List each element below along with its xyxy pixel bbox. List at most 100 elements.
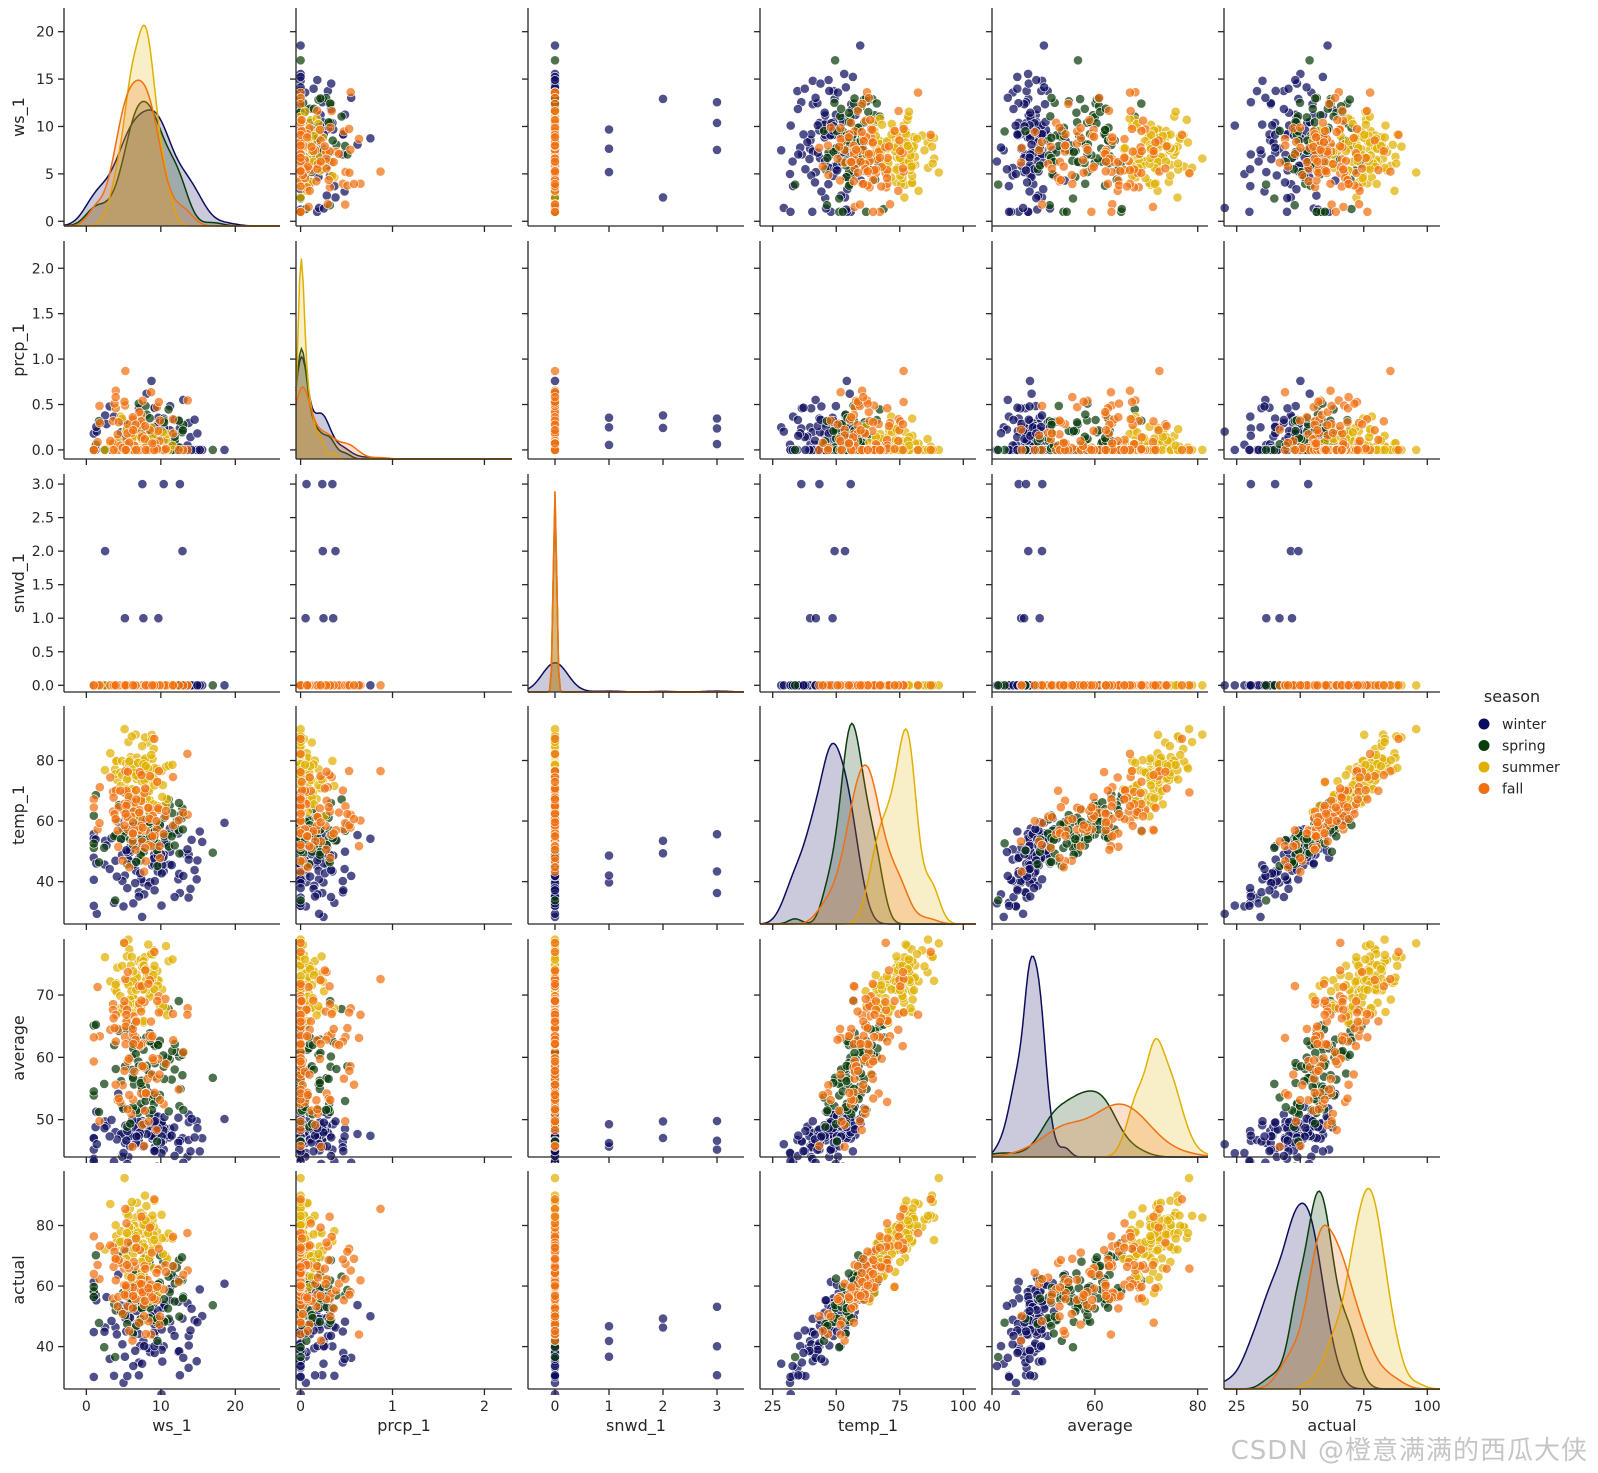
point-spring — [1261, 444, 1271, 455]
point-winter — [1295, 375, 1306, 386]
point-fall — [1107, 438, 1118, 449]
point-winter — [992, 156, 1002, 167]
point-fall — [1067, 392, 1078, 402]
point-fall — [825, 122, 836, 133]
point-fall — [1107, 132, 1118, 143]
y-tick-label-ws_1: 5 — [45, 167, 54, 183]
point-fall — [325, 122, 336, 133]
point-winter — [330, 546, 341, 556]
point-spring — [993, 179, 1004, 190]
point-fall — [855, 156, 866, 167]
point-fall — [1295, 142, 1306, 153]
panel-prcp_1-vs-temp_1 — [754, 241, 976, 465]
kde-line-snwd_1-fall — [528, 491, 744, 693]
kde-fill-ws_1-fall — [64, 80, 280, 226]
point-winter — [807, 206, 818, 217]
point-winter — [177, 546, 188, 556]
point-fall — [925, 129, 936, 140]
point-fall — [375, 680, 386, 691]
point-fall — [1136, 443, 1147, 454]
y-tick-label-prcp_1: 0.5 — [32, 398, 54, 414]
point-fall — [153, 397, 164, 407]
point-fall — [1029, 127, 1040, 137]
point-winter — [1304, 388, 1315, 399]
point-fall — [851, 144, 862, 155]
point-winter — [796, 479, 807, 489]
point-summer — [1379, 444, 1390, 455]
point-fall — [1161, 421, 1172, 431]
point-summer — [1391, 158, 1402, 169]
point-spring — [999, 126, 1010, 137]
point-spring — [1046, 132, 1057, 143]
point-fall — [1086, 444, 1097, 455]
point-fall — [1311, 132, 1322, 143]
kde-fill-ws_1-spring — [64, 101, 280, 226]
point-fall — [1016, 142, 1027, 153]
point-winter — [1039, 40, 1049, 51]
point-fall — [1280, 387, 1290, 398]
point-fall — [1177, 129, 1187, 140]
point-fall — [1075, 436, 1086, 446]
point-fall — [893, 435, 904, 446]
point-fall — [146, 387, 156, 398]
point-winter — [153, 613, 164, 624]
point-fall — [817, 161, 828, 172]
point-fall — [147, 680, 158, 691]
point-winter — [1244, 444, 1255, 455]
point-winter — [604, 422, 614, 433]
point-fall — [94, 400, 105, 411]
point-fall — [1328, 427, 1338, 438]
point-fall — [1325, 385, 1336, 396]
point-fall — [302, 680, 313, 691]
point-fall — [1184, 168, 1195, 179]
point-summer — [1411, 444, 1422, 455]
point-winter — [1318, 72, 1328, 82]
point-fall — [306, 141, 317, 152]
point-fall — [868, 417, 879, 428]
point-spring — [1100, 124, 1110, 135]
point-winter — [1012, 72, 1023, 82]
point-spring — [1274, 125, 1285, 136]
point-winter — [658, 422, 668, 433]
point-fall — [876, 181, 887, 192]
point-summer — [1149, 178, 1160, 189]
point-fall — [550, 156, 560, 167]
point-fall — [856, 127, 867, 137]
point-spring — [1080, 178, 1091, 189]
point-fall — [108, 444, 119, 455]
point-fall — [1060, 140, 1070, 151]
point-fall — [550, 178, 560, 189]
point-fall — [1312, 156, 1323, 167]
point-winter — [793, 149, 804, 160]
point-fall — [120, 366, 131, 376]
point-summer — [902, 140, 913, 151]
point-fall — [1148, 146, 1159, 156]
point-fall — [319, 141, 330, 152]
point-winter — [833, 87, 843, 98]
point-spring — [1071, 107, 1082, 118]
point-fall — [1373, 434, 1384, 445]
point-winter — [1023, 69, 1033, 79]
point-spring — [871, 98, 882, 109]
point-fall — [1378, 146, 1389, 156]
point-winter — [219, 680, 230, 691]
point-fall — [846, 412, 857, 423]
point-summer — [300, 106, 310, 117]
point-fall — [1280, 140, 1291, 151]
point-spring — [1068, 425, 1079, 436]
y-tick-label-prcp_1: 1.0 — [32, 352, 54, 368]
point-fall — [882, 403, 893, 414]
point-fall — [1078, 155, 1088, 165]
point-winter — [138, 613, 149, 624]
point-winter — [1025, 107, 1036, 118]
point-spring — [1304, 55, 1315, 66]
point-fall — [1357, 419, 1367, 430]
point-winter — [800, 164, 811, 175]
point-fall — [834, 141, 845, 152]
point-winter — [1229, 120, 1240, 131]
point-winter — [1283, 83, 1294, 94]
point-winter — [189, 414, 200, 425]
kde-fill-snwd_1-fall — [528, 491, 744, 692]
point-fall — [1125, 165, 1135, 176]
y-tick-label-snwd_1: 2.5 — [32, 511, 54, 527]
